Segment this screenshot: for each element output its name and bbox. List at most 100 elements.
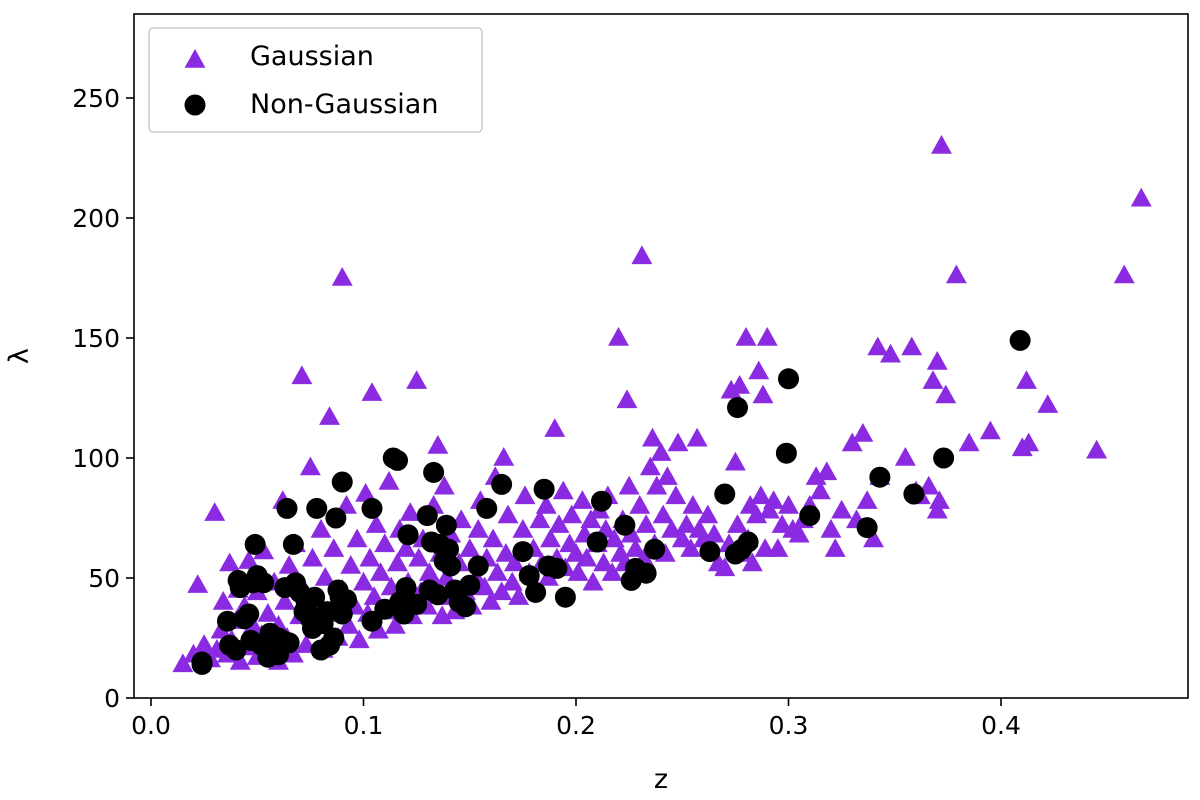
gaussian-point (629, 495, 651, 514)
non-gaussian-point (191, 653, 213, 675)
gaussian-point (809, 480, 831, 500)
gaussian-point (665, 485, 687, 505)
non-gaussian-point (635, 562, 657, 584)
gaussian-point (880, 343, 901, 363)
gaussian-point (582, 571, 604, 591)
gaussian-point (346, 528, 368, 548)
legend-box (148, 27, 483, 133)
gaussian-point (671, 528, 693, 548)
non-gaussian-point (395, 577, 417, 599)
gaussian-point (901, 336, 923, 356)
gaussian-point (212, 591, 234, 610)
gaussian-point (378, 471, 400, 490)
non-gaussian-point (933, 447, 955, 469)
gaussian-point (746, 504, 768, 524)
gaussian-point (323, 538, 345, 557)
non-gaussian-point (546, 557, 568, 579)
non-gaussian-point (737, 531, 759, 553)
gaussian-point (729, 375, 751, 394)
non-gaussian-point (253, 572, 275, 594)
gaussian-point (778, 495, 799, 514)
gaussian-point (652, 504, 674, 524)
gaussian-point (387, 552, 408, 572)
gaussian-point (750, 485, 772, 505)
gaussian-point (820, 519, 842, 538)
gaussian-point (603, 528, 625, 548)
legend-non-gaussian-marker (184, 94, 206, 116)
gaussian-point (852, 423, 874, 442)
gaussian-point (427, 435, 449, 454)
non-gaussian-point (435, 514, 457, 536)
non-gaussian-point (361, 497, 383, 519)
non-gaussian-point (518, 565, 540, 587)
gaussian-point (418, 562, 440, 581)
gaussian-point (331, 267, 353, 286)
gaussian-point (805, 466, 827, 485)
y-tick-label: 250 (72, 84, 120, 113)
gaussian-point (714, 557, 736, 577)
gaussian-point (395, 538, 417, 557)
gaussian-point (631, 245, 653, 265)
gaussian-point (1086, 439, 1108, 459)
gaussian-point (767, 538, 789, 557)
non-gaussian-point (387, 449, 408, 471)
non-gaussian-point (591, 490, 612, 512)
non-gaussian-point (491, 473, 513, 495)
gaussian-point (529, 509, 551, 529)
gaussian-point (697, 504, 719, 524)
gaussian-point (338, 615, 360, 634)
gaussian-point (656, 466, 678, 485)
non-gaussian-point (799, 505, 821, 527)
non-gaussian-point (406, 593, 428, 615)
gaussian-point (616, 389, 638, 409)
gaussian-point (238, 550, 260, 569)
non-gaussian-point (336, 589, 357, 611)
gaussian-point (274, 591, 296, 610)
gaussian-point (431, 605, 453, 625)
non-gaussian-point (278, 632, 300, 654)
gaussian-point (1113, 264, 1135, 284)
non-gaussian-point (525, 581, 547, 603)
gaussian-point (374, 533, 396, 553)
gaussian-point (741, 552, 763, 572)
non-gaussian-point (775, 442, 797, 464)
gaussian-point (340, 555, 362, 574)
gaussian-point (314, 567, 336, 586)
gaussian-point (480, 591, 502, 610)
gaussian-point (686, 427, 708, 447)
non-gaussian-point (438, 538, 459, 560)
gaussian-point (735, 327, 757, 346)
gaussian-point (816, 461, 838, 481)
gaussian-point (958, 432, 980, 452)
y-tick-label: 200 (72, 204, 120, 233)
gaussian-point (406, 370, 428, 389)
gaussian-point (365, 514, 387, 533)
gaussian-point (763, 490, 785, 509)
gaussian-point (257, 603, 279, 622)
legend-gaussian-marker (184, 49, 206, 68)
non-gaussian-point (467, 555, 489, 577)
gaussian-point (1016, 370, 1037, 389)
legend-non-gaussian-label: Non-Gaussian (250, 89, 438, 120)
gaussian-point (508, 586, 530, 605)
gaussian-point (935, 384, 957, 404)
non-gaussian-point (244, 533, 266, 555)
non-gaussian-point (614, 514, 636, 536)
gaussian-point (501, 571, 523, 591)
y-tick-label: 50 (88, 564, 120, 593)
gaussian-point (291, 365, 313, 385)
gaussian-point (642, 427, 663, 447)
gaussian-point (278, 555, 300, 574)
gaussian-point (565, 543, 587, 562)
gaussian-point (503, 552, 525, 572)
non-gaussian-point (323, 627, 345, 649)
non-gaussian-point (217, 610, 238, 632)
gaussian-point (1130, 187, 1152, 207)
gaussian-point (593, 552, 615, 572)
legend-gaussian-label: Gaussian (250, 41, 374, 72)
gaussian-point (682, 495, 704, 514)
gaussian-point (467, 519, 489, 538)
non-gaussian-point (306, 497, 328, 519)
gaussian-point (926, 499, 948, 519)
gaussian-point (894, 447, 916, 466)
